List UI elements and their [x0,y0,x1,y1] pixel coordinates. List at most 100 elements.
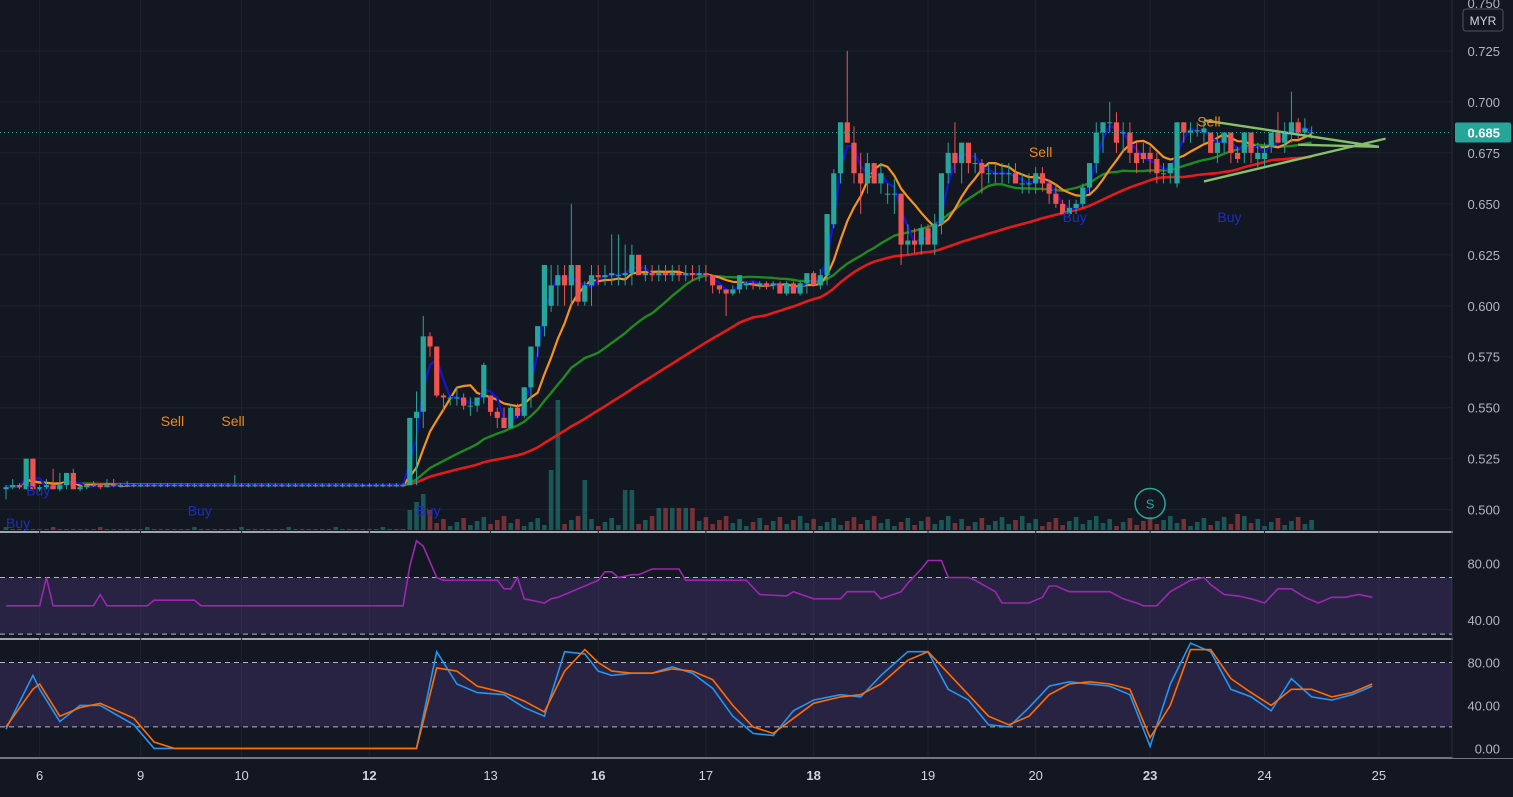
time-tick-label: 10 [234,768,248,783]
candle-body [1107,122,1113,124]
volume-bar [1215,521,1220,530]
volume-bar [717,520,722,530]
volume-bar [649,516,655,530]
volume-bar [158,529,164,530]
volume-bar [925,517,931,530]
volume-bar [1107,519,1113,530]
candle-body [218,485,224,487]
currency-label: MYR [1470,14,1497,28]
candle-body [427,336,433,347]
candle-body [1174,122,1180,184]
candle-body [1026,183,1032,185]
volume-bar [400,529,406,530]
volume-bar [198,529,204,530]
volume-bar [367,529,372,530]
volume-bar [1060,525,1065,530]
candle-body [3,487,9,490]
candle-body [750,283,756,286]
candle-body [528,346,534,388]
price-tick-label: 0.750 [1467,0,1500,11]
candle-body [710,275,716,286]
volume-bar [293,529,298,530]
candle-body [440,395,447,398]
candle-body [662,273,669,276]
volume-bar [306,529,312,530]
buy-sell-annotations: Sell Sell Sell Sell Buy Buy Buy Buy Buy Buy S [0,113,1452,531]
candle-body [178,485,184,487]
time-axis[interactable]: 6 9 10 12 13 16 17 18 19 20 23 24 25 [36,768,1386,783]
candle-body [1039,173,1046,184]
volume-bar [373,529,379,530]
rsi-pane[interactable] [0,539,1452,635]
strategy-marker-circle [1134,487,1166,520]
candle-body [1167,163,1173,174]
candle-body [588,275,595,286]
candle-body [945,152,951,174]
volume-bar [17,529,22,530]
volume-bar [407,510,413,530]
volume-bar [205,529,211,530]
volume-bar [804,523,810,530]
candle-body [97,485,103,488]
volume-bar [1221,517,1227,530]
candle-body [535,326,541,347]
candle-body [420,336,426,412]
candle-body [824,214,830,276]
candle-body [407,417,413,486]
candle-body [703,273,709,276]
buy-signal-label: Buy [6,515,30,531]
volume-bar [151,529,157,530]
sell-signal-label: Sell [221,413,244,429]
volume-bar [313,529,318,530]
volume-bar [966,526,971,530]
volume-bar [993,521,998,530]
volume-bar [185,529,191,530]
stochastic-pane[interactable] [0,642,1452,750]
volume-bar [979,518,985,530]
volume-bar [1208,525,1213,530]
candle-body [804,273,810,284]
volume-bar [528,522,534,530]
volume-bar [104,529,110,530]
candle-body [306,485,312,487]
candle-body [272,485,278,487]
volume-bar [225,529,231,530]
volume-bar [501,516,507,530]
candle-body [1080,187,1086,204]
rsi-tick-label: 40.00 [1467,613,1500,628]
volume-bar [481,517,487,530]
volume-bar [589,519,594,530]
volume-bar [878,523,884,530]
triangle-trendlines[interactable] [1203,119,1386,183]
candle-body [952,152,958,164]
volume-bar [1167,516,1173,530]
candle-body [366,485,373,487]
volume-bar [1080,524,1086,530]
candle-body [77,487,83,490]
candle-body [1228,132,1234,153]
volume-bar [723,516,729,530]
volume-bar [582,480,588,530]
price-tick-label: 0.525 [1467,452,1500,467]
time-tick-label: 6 [36,768,43,783]
volume-bar [427,510,433,530]
candle-body [360,485,366,487]
volume-bar [865,520,870,530]
candle-body [1053,193,1059,204]
candle-body [1120,132,1126,134]
price-axis[interactable]: 0.750 MYR 0.725 0.700 0.675 0.650 0.625 0.600 0.… [1453,0,1513,758]
candle-body [259,485,265,487]
candle-body [582,285,588,302]
candle-body [992,173,998,175]
candle-body [959,142,965,164]
volume-bar [535,518,540,530]
volume-bar [1295,517,1301,530]
candle-body [70,472,76,490]
candle-body [117,485,124,487]
trendline [1203,119,1380,148]
candle-body [232,485,238,487]
candle-body [447,397,453,399]
candlesticks[interactable] [3,50,1315,500]
volume-bar [797,516,803,530]
